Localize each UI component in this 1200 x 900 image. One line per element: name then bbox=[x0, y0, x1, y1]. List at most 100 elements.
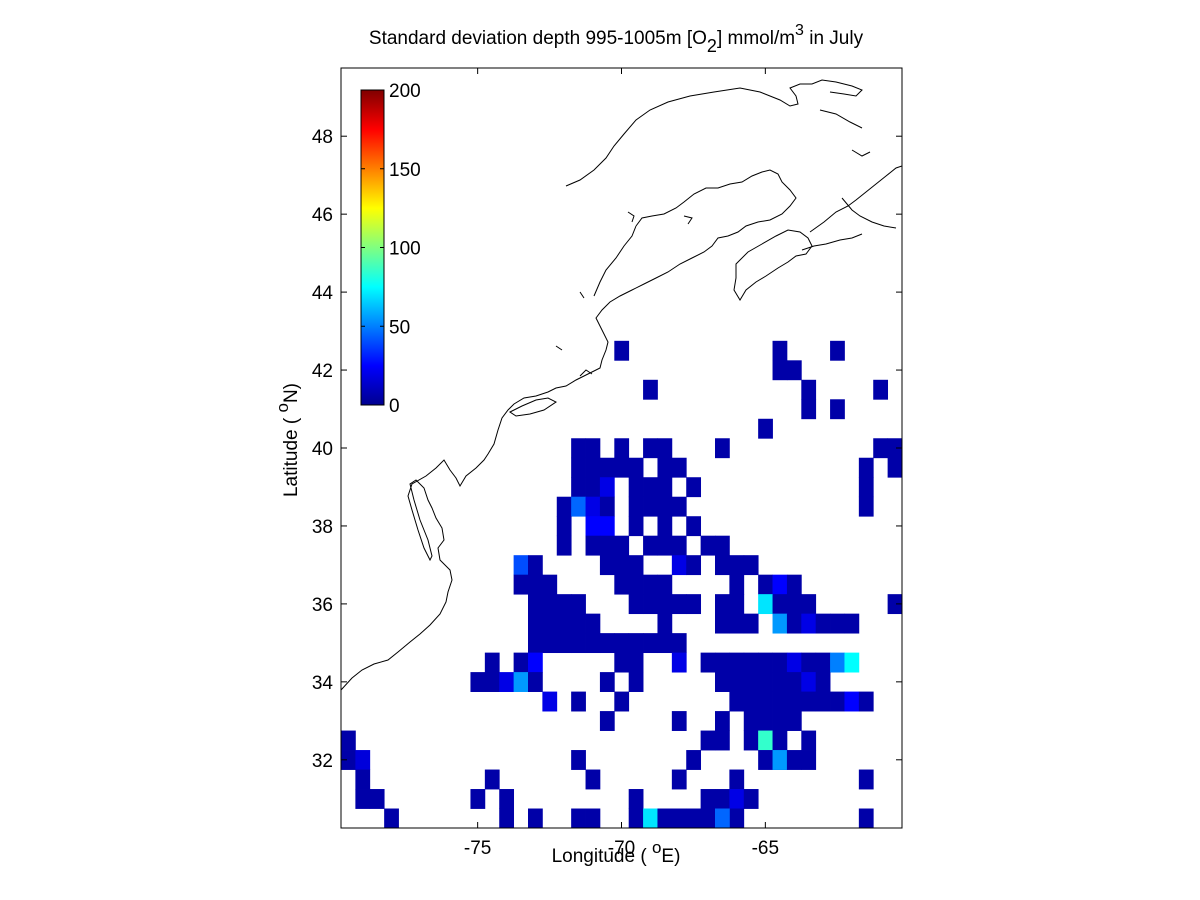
heatmap-cell bbox=[643, 808, 658, 828]
x-axis-label: Longitude ( oE) bbox=[552, 838, 681, 867]
heatmap-cell bbox=[700, 808, 716, 828]
heatmap-cell bbox=[772, 730, 788, 751]
heatmap-cell bbox=[743, 789, 759, 809]
heatmap-cell bbox=[801, 399, 817, 420]
heatmap-cell bbox=[599, 535, 615, 556]
heatmap-cell bbox=[528, 808, 543, 828]
heatmap-cell bbox=[643, 379, 658, 400]
heatmap-cell bbox=[614, 691, 630, 712]
heatmap-cell bbox=[671, 711, 687, 731]
colorbar-ticks: 0 50 100 150 200 bbox=[361, 81, 421, 417]
heatmap-cell bbox=[643, 496, 658, 517]
heatmap-cell bbox=[786, 672, 802, 692]
heatmap-cell bbox=[686, 555, 702, 576]
heatmap-cell bbox=[729, 672, 745, 692]
heatmap-cell bbox=[801, 691, 817, 712]
heatmap-cell bbox=[599, 711, 615, 731]
heatmap-cell bbox=[585, 769, 601, 790]
heatmap-cell bbox=[628, 808, 644, 828]
heatmap-cell bbox=[542, 574, 558, 595]
heatmap-cell bbox=[815, 691, 831, 712]
heatmap-cell bbox=[599, 555, 615, 576]
heatmap-cell bbox=[585, 613, 601, 634]
heatmap-cell bbox=[729, 555, 745, 576]
heatmap-cell bbox=[614, 535, 630, 556]
heatmap-cell bbox=[715, 730, 730, 751]
heatmap-cell bbox=[758, 574, 773, 595]
heatmap-cell bbox=[758, 691, 773, 712]
heatmap-cell bbox=[585, 477, 601, 498]
heatmap-cell bbox=[355, 789, 371, 809]
y-tick-label: 40 bbox=[312, 439, 333, 460]
heatmap-cell bbox=[686, 750, 702, 770]
heatmap-cell bbox=[801, 379, 817, 400]
heatmap-cell bbox=[628, 594, 644, 615]
heatmap-cell bbox=[715, 555, 730, 576]
heatmap-cell bbox=[556, 594, 572, 615]
heatmap-cell bbox=[599, 457, 615, 478]
heatmap-cell bbox=[671, 808, 687, 828]
heatmap-cell bbox=[758, 711, 773, 731]
heatmap-cell bbox=[858, 496, 874, 517]
heatmap-cell bbox=[729, 691, 745, 712]
heatmap-cell bbox=[772, 711, 788, 731]
heatmap-cell bbox=[355, 769, 371, 790]
heatmap-cell bbox=[542, 691, 558, 712]
heatmap-cell bbox=[743, 555, 759, 576]
heatmap-cell bbox=[786, 711, 802, 731]
heatmap-cell bbox=[585, 535, 601, 556]
heatmap-cell bbox=[858, 691, 874, 712]
heatmap-cell bbox=[585, 496, 601, 517]
heatmap-cell bbox=[657, 496, 673, 517]
heatmap-cell bbox=[484, 769, 500, 790]
heatmap-cell bbox=[873, 379, 889, 400]
heatmap-cell bbox=[858, 769, 874, 790]
heatmap-cell bbox=[801, 594, 817, 615]
heatmap-cell bbox=[729, 789, 745, 809]
colorbar-tick-label: 150 bbox=[389, 160, 421, 181]
heatmap-cell bbox=[585, 438, 601, 459]
heatmap-cell bbox=[585, 516, 601, 537]
y-tick-label: 38 bbox=[312, 517, 333, 538]
heatmap-cell bbox=[700, 789, 716, 809]
heatmap-cell bbox=[758, 750, 773, 770]
heatmap-cell bbox=[628, 496, 644, 517]
heatmap-cell bbox=[484, 652, 500, 673]
heatmap-cell bbox=[571, 594, 586, 615]
heatmap-cell bbox=[657, 535, 673, 556]
heatmap-cell bbox=[657, 516, 673, 537]
heatmap-cell bbox=[801, 613, 817, 634]
heatmap-cell bbox=[528, 574, 543, 595]
plot-area: -75 -70 -65 32 34 36 38 40 42 44 46 48 bbox=[312, 67, 903, 859]
y-axis: 32 34 36 38 40 42 44 46 48 bbox=[312, 127, 902, 772]
heatmap-cell bbox=[643, 535, 658, 556]
heatmap-cell bbox=[628, 457, 644, 478]
heatmap-cell bbox=[815, 672, 831, 692]
heatmap-cell bbox=[470, 672, 486, 692]
heatmap-cell bbox=[614, 340, 630, 361]
heatmap-cell bbox=[657, 808, 673, 828]
heatmap-cell bbox=[341, 750, 356, 770]
heatmap-cell bbox=[671, 769, 687, 790]
heatmap-cell bbox=[556, 633, 572, 654]
heatmap-cell bbox=[614, 652, 630, 673]
heatmap-cell bbox=[772, 691, 788, 712]
chart-title: Standard deviation depth 995-1005m [O2] … bbox=[369, 22, 864, 56]
heatmap-cell bbox=[484, 672, 500, 692]
heatmap-cell bbox=[599, 496, 615, 517]
heatmap-cell bbox=[786, 574, 802, 595]
heatmap-cell bbox=[513, 672, 529, 692]
heatmap-cell bbox=[341, 730, 356, 751]
heatmap-cell bbox=[571, 613, 586, 634]
heatmap-cell bbox=[758, 652, 773, 673]
heatmap-cell bbox=[628, 652, 644, 673]
heatmap-cell bbox=[786, 594, 802, 615]
colorbar-tick-label: 50 bbox=[389, 317, 410, 338]
heatmap-cell bbox=[686, 477, 702, 498]
heatmap-cell bbox=[585, 633, 601, 654]
heatmap-cell bbox=[729, 574, 745, 595]
heatmap-cell bbox=[628, 477, 644, 498]
heatmap-cell bbox=[830, 691, 845, 712]
heatmap-cell bbox=[556, 496, 572, 517]
